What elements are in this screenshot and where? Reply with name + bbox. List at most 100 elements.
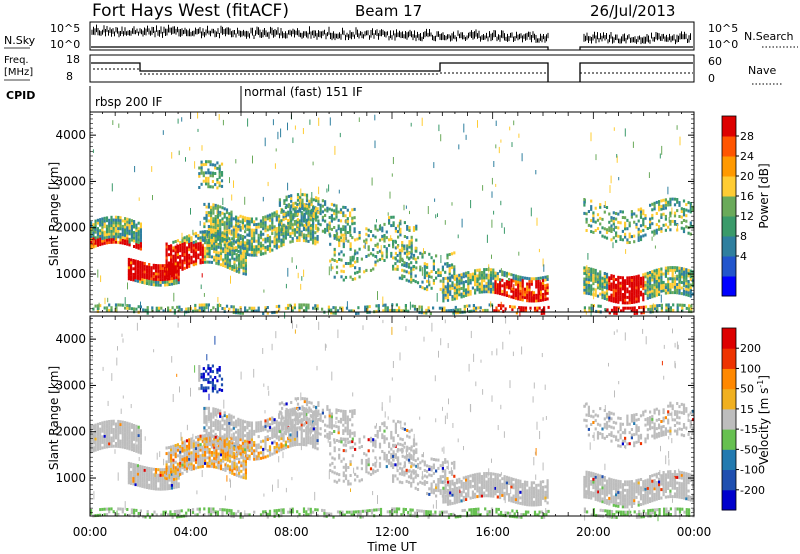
power-x-axis [89,112,695,312]
heatmap-cell [324,208,327,212]
heatmap-cell [103,432,106,435]
heatmap-cell [225,219,229,223]
heatmap-cell [682,213,686,217]
heatmap-cell [353,221,356,225]
heatmap-cell [354,252,357,256]
heatmap-cell [283,431,286,434]
heatmap-cell [126,220,129,224]
heatmap-cell [117,229,120,233]
heatmap-cell [219,414,222,418]
heatmap-cell [223,223,226,227]
heatmap-cell [487,279,490,283]
heatmap-cell [605,228,609,232]
heatmap-cell [242,476,245,480]
heatmap-cell [198,303,201,307]
heatmap-cell [246,434,249,438]
heatmap-cell [170,263,173,267]
heatmap-cell [114,235,116,240]
heatmap-cell [293,435,296,438]
heatmap-cell [110,226,113,230]
heatmap-cell [214,183,217,187]
heatmap-cell [264,251,267,255]
heatmap-cell [96,307,99,311]
heatmap-cell [128,441,131,445]
heatmap-cell [658,293,661,296]
heatmap-cell [309,119,311,125]
heatmap-cell [526,299,529,303]
heatmap-cell [250,446,253,450]
heatmap-cell [170,456,173,460]
heatmap-cell [257,236,260,240]
heatmap-cell [228,217,231,221]
heatmap-cell [285,402,288,406]
heatmap-cell [423,265,426,268]
heatmap-cell [208,255,211,259]
heatmap-cell [451,202,453,206]
heatmap-cell [685,284,688,288]
heatmap-cell [205,162,208,166]
heatmap-cell [669,291,672,295]
heatmap-cell [658,284,660,291]
heatmap-cell [253,452,256,456]
heatmap-cell [201,437,204,441]
heatmap-cell [692,225,695,229]
heatmap-cell [642,223,645,227]
heatmap-cell [342,270,345,274]
heatmap-cell [338,238,341,242]
heatmap-cell [396,267,399,271]
heatmap-cell [501,222,503,228]
heatmap-cell [237,420,240,424]
heatmap-cell [167,457,170,461]
heatmap-cell [296,412,299,416]
heatmap-cell [685,214,688,218]
heatmap-cell [494,282,497,286]
heatmap-cell [519,295,522,299]
heatmap-cell [192,458,195,462]
heatmap-cell [223,232,226,236]
heatmap-cell [141,468,144,472]
heatmap-cell [376,259,379,263]
heatmap-cell [674,274,676,281]
heatmap-cell [239,418,242,422]
heatmap-cell [175,278,178,282]
heatmap-cell [292,408,295,412]
heatmap-cell [680,272,683,276]
heatmap-cell [626,238,629,242]
heatmap-cell [204,246,207,250]
heatmap-cell [160,306,163,310]
heatmap-cell [246,309,249,313]
heatmap-cell [185,249,189,253]
heatmap-cell [278,410,281,414]
heatmap-cell [285,427,288,431]
heatmap-cell [264,226,267,230]
heatmap-cell [339,437,343,441]
heatmap-cell [246,241,249,245]
heatmap-cell [161,468,164,472]
heatmap-cell [637,283,640,286]
heatmap-cell [248,306,251,310]
heatmap-cell [296,402,300,406]
heatmap-cell [687,280,690,283]
heatmap-cell [166,478,169,482]
heatmap-cell [410,269,413,273]
heatmap-cell [300,216,303,220]
heatmap-cell [592,214,595,218]
heatmap-cell [117,428,120,432]
heatmap-cell [203,409,206,413]
heatmap-cell [136,276,139,280]
heatmap-cell [161,482,164,486]
heatmap-cell [539,287,542,291]
heatmap-cell [110,232,113,236]
heatmap-cell [110,224,113,228]
heatmap-cell [470,200,472,209]
heatmap-cell [253,449,256,453]
heatmap-cell [612,280,615,284]
heatmap-cell [505,274,508,278]
heatmap-cell [108,425,111,429]
heatmap-cell [228,427,231,431]
heatmap-cell [170,453,173,457]
heatmap-cell [165,460,168,464]
heatmap-cell [669,222,672,226]
heatmap-cell [514,291,517,295]
heatmap-cell [344,214,347,218]
